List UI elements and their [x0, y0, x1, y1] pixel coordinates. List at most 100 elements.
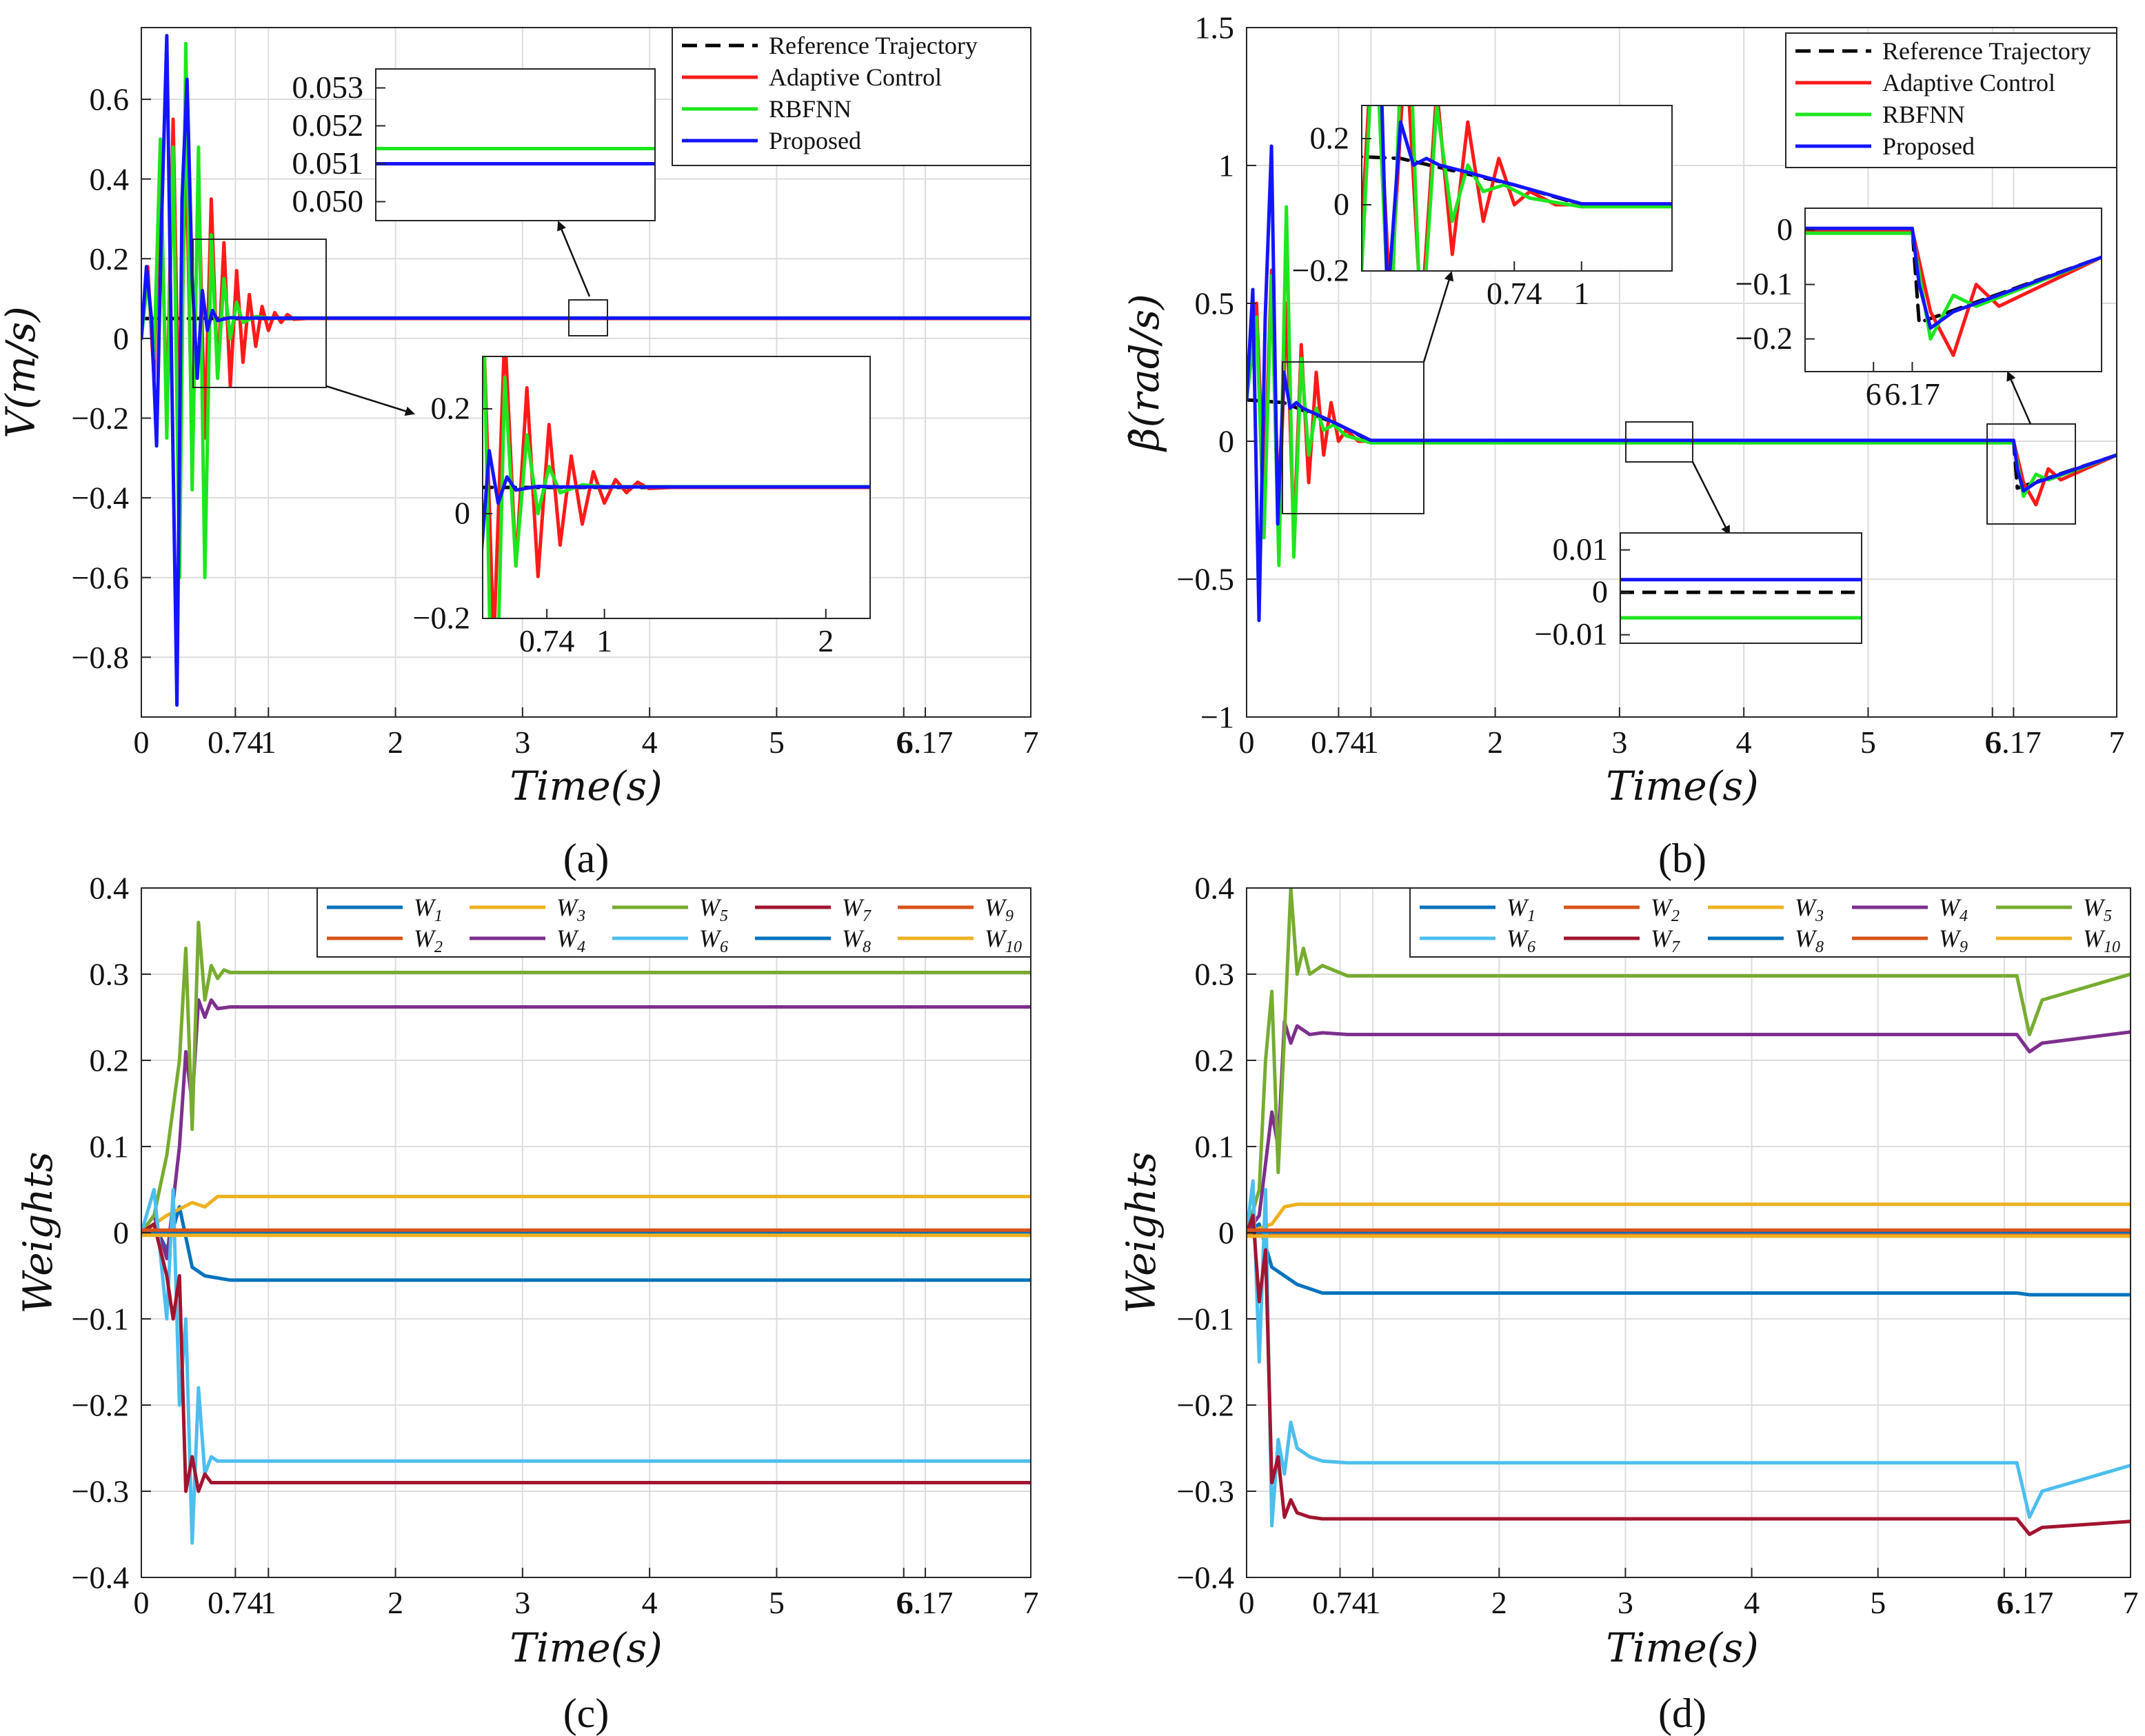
panel-c-legend-label: W3 [556, 894, 585, 925]
panel-d-legend-label: W2 [1651, 894, 1680, 925]
panel-d-xtick-label: 0.74 [1312, 1585, 1368, 1620]
panel-d-ytick-label: −0.4 [1177, 1560, 1234, 1595]
panel-b-inset-2-ytick-label: −0.1 [1735, 266, 1793, 301]
panel-c-xtick-label: 1 [261, 1585, 276, 1620]
panel-b-inset-2-ytick-label: −0.2 [1735, 321, 1793, 356]
panel-b-inset-3-ytick-label: 0 [1592, 574, 1608, 609]
panel-b-inset-1-xtick-label: 0.74 [1487, 276, 1542, 311]
panel-d-ytick-label: −0.1 [1177, 1302, 1234, 1337]
panel-b-inset-3-ytick-label: −0.01 [1535, 616, 1608, 652]
panel-c-legend-sub: 10 [1005, 938, 1022, 956]
panel-d-ylabel: Weights [1118, 1151, 1165, 1313]
panel-d-legend-sub: 6 [1527, 938, 1535, 956]
panel-d-xtick-label: 1 [1365, 1585, 1381, 1620]
panel-c-legend-sub: 4 [577, 938, 585, 956]
panel-d-ytick-label: 0.1 [1195, 1129, 1235, 1164]
panel-c-legend-sub: 2 [434, 938, 443, 956]
panel-b-legend-label: Reference Trajectory [1882, 37, 2091, 65]
panel-d-ytick-label: −0.2 [1177, 1388, 1234, 1423]
panel-b-inset-1-ytick-label: −0.2 [1292, 252, 1349, 287]
panel-c-ytick-label: −0.4 [72, 1560, 129, 1595]
panel-b-xtick-label: 2 [1487, 725, 1503, 760]
panel-a-legend-label: Reference Trajectory [769, 32, 978, 59]
panel-b-inset-3-arrow [1691, 461, 1731, 536]
panel-b-inset-1-source-rect [1282, 361, 1424, 514]
panel-a-xtick-label: 5 [769, 725, 785, 760]
panel-b-inset-3-ytick-label: 0.01 [1553, 532, 1609, 567]
panel-c-ytick-label: 0.4 [90, 871, 130, 906]
panel-a-inset-2-xtick-label: 1 [596, 623, 612, 658]
panel-b-xtick-label: 4 [1736, 725, 1752, 760]
panel-c-xtick-label: 0 [134, 1585, 150, 1620]
panel-a-xtick-label: 6.17 [898, 725, 954, 760]
panel-b-xtick-label: 0 [1239, 725, 1255, 760]
panel-a-legend-box [672, 27, 1031, 166]
panel-c-series-w5 [141, 920, 1031, 1235]
panel-a-legend-label: RBFNN [769, 95, 852, 123]
panel-b-ytick-label: −1 [1200, 700, 1234, 735]
panel-d-ytick-label: 0.3 [1195, 957, 1235, 992]
panel-a-inset-1-ytick-label: 0.052 [292, 108, 364, 143]
panel-c-xtick-label: 4 [642, 1585, 658, 1620]
panel-b-inset-2-series-reference-trajectory [1805, 228, 2102, 325]
panel-c-xtick-label: 0.74 [208, 1585, 263, 1620]
panel-c-legend-sub: 1 [434, 907, 443, 925]
panel-b-inset-1-series-proposed [1380, 105, 1672, 271]
panel-d: 0 0.741 2 3 4 5 66.17 7−0.4−0.3−0.2−0.100.10.20… [1118, 871, 2139, 1736]
panel-d-legend-sub: 9 [1960, 938, 1968, 956]
panel-a-inset-1-ytick-label: 0.051 [292, 145, 364, 181]
panel-d-legend-sub: 2 [1671, 907, 1680, 925]
panel-c-ytick-label: 0.3 [90, 957, 130, 992]
panel-b-inset-2-frame [1804, 208, 2102, 372]
panel-c-legend-sub: 6 [720, 938, 728, 956]
panel-d-legend-sub: 4 [1960, 907, 1968, 925]
panel-a-ytick-label: −0.2 [72, 401, 129, 436]
panel-b-inset-2-ytick-label: 0 [1777, 212, 1793, 247]
panel-d-xlabel: Time(s) [1606, 1624, 1759, 1671]
panel-b-xtick-label: 5 [1860, 725, 1876, 760]
panel-a-inset-1-arrow [557, 221, 591, 297]
panel-b-ytick-label: 1.5 [1195, 10, 1235, 46]
panel-c-legend-label: W9 [985, 894, 1014, 925]
panel-d-legend-sub: 1 [1527, 907, 1535, 925]
panel-a-xtick-label: 2 [387, 725, 403, 760]
panel-b-inset-2-source-rect [1986, 423, 2076, 525]
panel-a-xtick-label: 1 [261, 725, 276, 760]
panel-b-frame [1246, 27, 2117, 718]
panel-a-frame [141, 27, 1031, 718]
panel-d-xtick-label: 2 [1491, 1585, 1507, 1620]
panel-a-inset-2-ytick-label: 0 [454, 495, 470, 530]
panel-c-legend-sub: 8 [863, 938, 871, 956]
panel-a-ytick-label: 0 [113, 321, 129, 356]
panel-b-inset-2-xtick-label: 6.17 [1884, 376, 1940, 412]
panel-a-inset-1-frame [375, 68, 656, 221]
panel-c-legend-sub: 5 [720, 907, 728, 925]
panel-b-inset-1-ytick-label: 0.2 [1310, 120, 1350, 155]
panel-b-inset-3: −0.01 0 0.01 [1535, 421, 1862, 652]
panel-b-ytick-label: 1 [1218, 148, 1234, 183]
panel-d-legend-sub: 7 [1671, 938, 1680, 956]
panel-c-series-w6 [141, 1188, 1031, 1545]
panel-a-panel-label: (a) [563, 836, 610, 881]
panel-a-inset-2-source-rect [192, 239, 327, 388]
panel-a-xtick-label: 4 [642, 725, 658, 760]
panel-a-inset-2-xtick-label: 2 [818, 623, 834, 658]
panel-b-series-proposed [1247, 144, 2117, 623]
panel-a-inset-2-frame [482, 356, 871, 619]
panel-a-legend-label: Adaptive Control [769, 63, 942, 91]
panel-a-xtick-label: 6 [896, 725, 912, 760]
panel-d-ytick-label: 0.4 [1195, 871, 1235, 906]
panel-b-inset-2-series-proposed [1805, 226, 2102, 330]
panel-b-ylabel: β̇(rad/s) [1121, 294, 1168, 452]
panel-b-inset-1: 0.74 1 −0.2 0 0.2 [1282, 105, 1673, 514]
panel-c-ytick-label: −0.2 [72, 1388, 129, 1423]
panel-b-inset-2-plot-area [1805, 208, 2102, 372]
panel-b-ytick-label: 0 [1218, 424, 1234, 459]
panel-b-xtick-label: 6 [1984, 725, 2000, 760]
panel-a-inset-2-series-proposed [483, 449, 870, 560]
panel-b-legend-label: RBFNN [1882, 101, 1965, 128]
panel-c-ytick-label: 0.2 [90, 1043, 130, 1078]
